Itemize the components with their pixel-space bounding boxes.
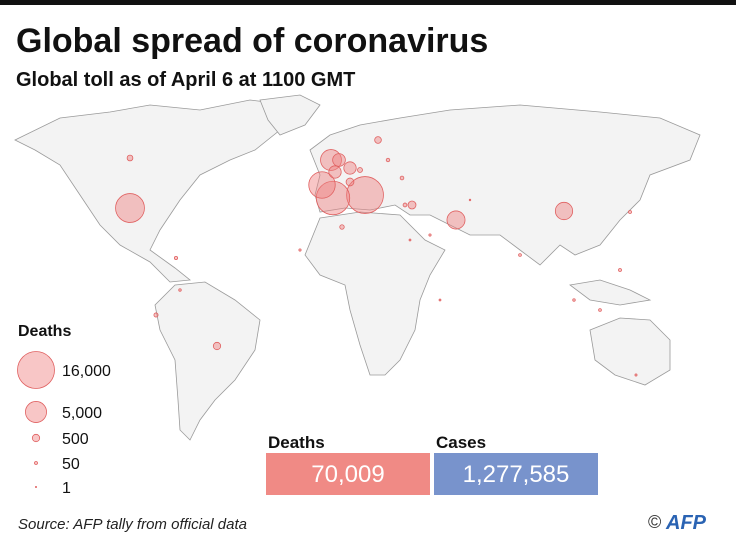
credit-logo: AFP xyxy=(665,512,707,534)
death-bubble xyxy=(315,180,351,216)
legend: 16,000 5,000 500 50 1 xyxy=(17,351,111,497)
legend-label: 5,000 xyxy=(62,405,102,422)
subtitle: Global toll as of April 6 at 1100 GMT xyxy=(16,69,355,91)
death-bubble xyxy=(345,177,355,187)
death-bubble xyxy=(320,149,342,171)
legend-circle xyxy=(34,485,38,489)
indonesia xyxy=(569,279,652,306)
death-bubble xyxy=(438,298,442,302)
death-bubble xyxy=(178,288,182,292)
death-bubble xyxy=(328,165,342,179)
source: Source: AFP tally from official data xyxy=(18,516,247,533)
death-bubble xyxy=(212,341,222,351)
total-label: Cases xyxy=(436,433,486,452)
death-bubble xyxy=(402,202,408,208)
death-bubble xyxy=(446,210,466,230)
death-bubble xyxy=(598,308,602,312)
legend-label: 50 xyxy=(62,456,80,473)
death-bubble xyxy=(554,201,574,221)
death-bubble xyxy=(346,176,384,214)
death-bubble xyxy=(357,167,363,173)
death-bubble xyxy=(399,175,405,181)
legend-label: 500 xyxy=(62,431,89,448)
death-bubble xyxy=(308,171,336,199)
total-value: 70,009 xyxy=(311,461,384,488)
legend-title: Deaths xyxy=(18,323,71,340)
africa xyxy=(304,211,446,376)
death-bubble xyxy=(634,373,638,377)
death-bubble xyxy=(385,157,391,163)
death-bubble xyxy=(407,200,417,210)
copyright-symbol: © xyxy=(648,512,661,532)
greenland xyxy=(259,94,321,136)
world-map xyxy=(14,94,701,441)
legend-label: 1 xyxy=(62,480,71,497)
title: Global spread of coronavirus xyxy=(16,22,488,60)
death-bubble xyxy=(126,154,134,162)
legend-circle xyxy=(25,401,47,423)
death-bubble xyxy=(374,136,382,144)
legend-circle xyxy=(17,351,55,389)
death-bubble xyxy=(173,255,179,261)
death-bubble xyxy=(572,298,576,302)
death-bubble xyxy=(298,248,302,252)
eurasia xyxy=(309,104,701,266)
total-label: Deaths xyxy=(268,433,325,452)
top-bar xyxy=(0,0,736,5)
death-bubble xyxy=(518,253,522,257)
death-bubble xyxy=(153,312,159,318)
total-box xyxy=(266,453,430,495)
death-bubble xyxy=(468,198,472,202)
total-value: 1,277,585 xyxy=(463,461,570,488)
death-bubbles xyxy=(115,136,638,377)
totals: Deaths 70,009 Cases 1,277,585 xyxy=(266,433,598,495)
death-bubble xyxy=(115,193,145,223)
death-bubble xyxy=(339,224,345,230)
total-box xyxy=(434,453,598,495)
death-bubble xyxy=(618,268,622,272)
death-bubble xyxy=(408,238,412,242)
north-america xyxy=(14,99,291,283)
death-bubble xyxy=(428,233,432,237)
legend-circle xyxy=(34,461,38,465)
death-bubble xyxy=(343,161,357,175)
legend-circle xyxy=(31,433,41,443)
death-bubble xyxy=(628,210,632,214)
south-america xyxy=(154,281,261,441)
death-bubble xyxy=(332,153,346,167)
australia xyxy=(589,317,671,386)
legend-label: 16,000 xyxy=(62,363,111,380)
